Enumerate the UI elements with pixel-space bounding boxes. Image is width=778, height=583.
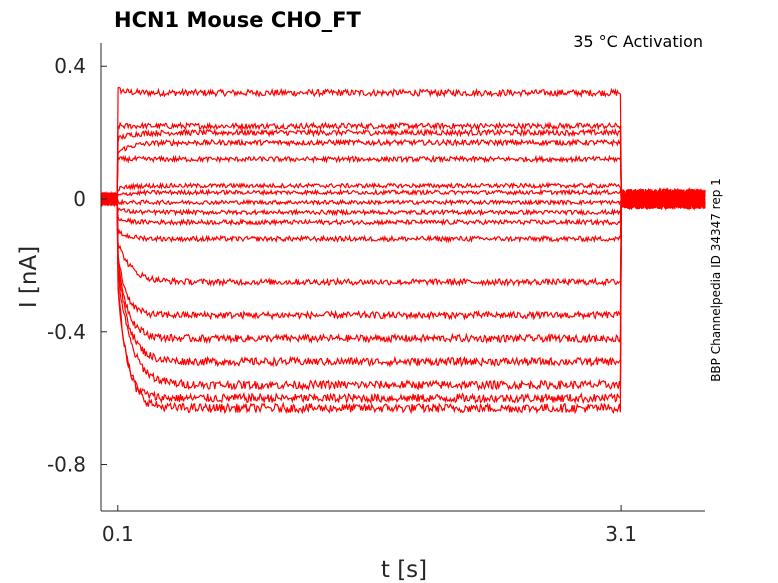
current-trace-6 (100, 181, 706, 209)
current-trace-7 (100, 187, 706, 209)
current-trace-12 (100, 189, 706, 288)
current-trace-9 (100, 187, 706, 217)
plot-area (100, 86, 706, 415)
current-trace-14 (100, 187, 706, 345)
y-tick-label-1: 0.4 (54, 54, 86, 78)
x-axis-label: t [s] (381, 557, 427, 583)
current-trace-17 (100, 188, 706, 405)
x-axis-ticks: 0.1 3.1 (102, 505, 637, 546)
y-axis-label: I [nA] (16, 246, 42, 308)
x-tick-label-1: 0.1 (102, 522, 134, 546)
current-trace-15 (100, 188, 706, 368)
x-tick-label-2: 3.1 (605, 522, 637, 546)
current-trace-5 (100, 154, 706, 210)
current-trace-10 (100, 187, 706, 227)
channelpedia-id-label: BBP Channelpedia ID 34347 rep 1 (709, 178, 723, 382)
current-trace-13 (100, 188, 706, 321)
y-axis-ticks: 0.4 0 -0.4 -0.8 (47, 54, 107, 477)
y-tick-label-3: -0.4 (47, 320, 86, 344)
current-trace-1 (100, 86, 706, 209)
current-trace-3 (100, 127, 706, 210)
current-trace-4 (100, 138, 706, 209)
current-trace-18 (100, 187, 706, 415)
chart-title: HCN1 Mouse CHO_FT (114, 8, 361, 32)
current-trace-16 (100, 188, 706, 392)
current-trace-8 (100, 187, 706, 210)
y-tick-label-4: -0.8 (47, 453, 86, 477)
current-trace-2 (100, 121, 706, 209)
current-trace-11 (100, 188, 706, 244)
temperature-annotation: 35 °C Activation (573, 32, 703, 51)
y-tick-label-2: 0 (73, 187, 86, 211)
current-traces (100, 86, 706, 415)
